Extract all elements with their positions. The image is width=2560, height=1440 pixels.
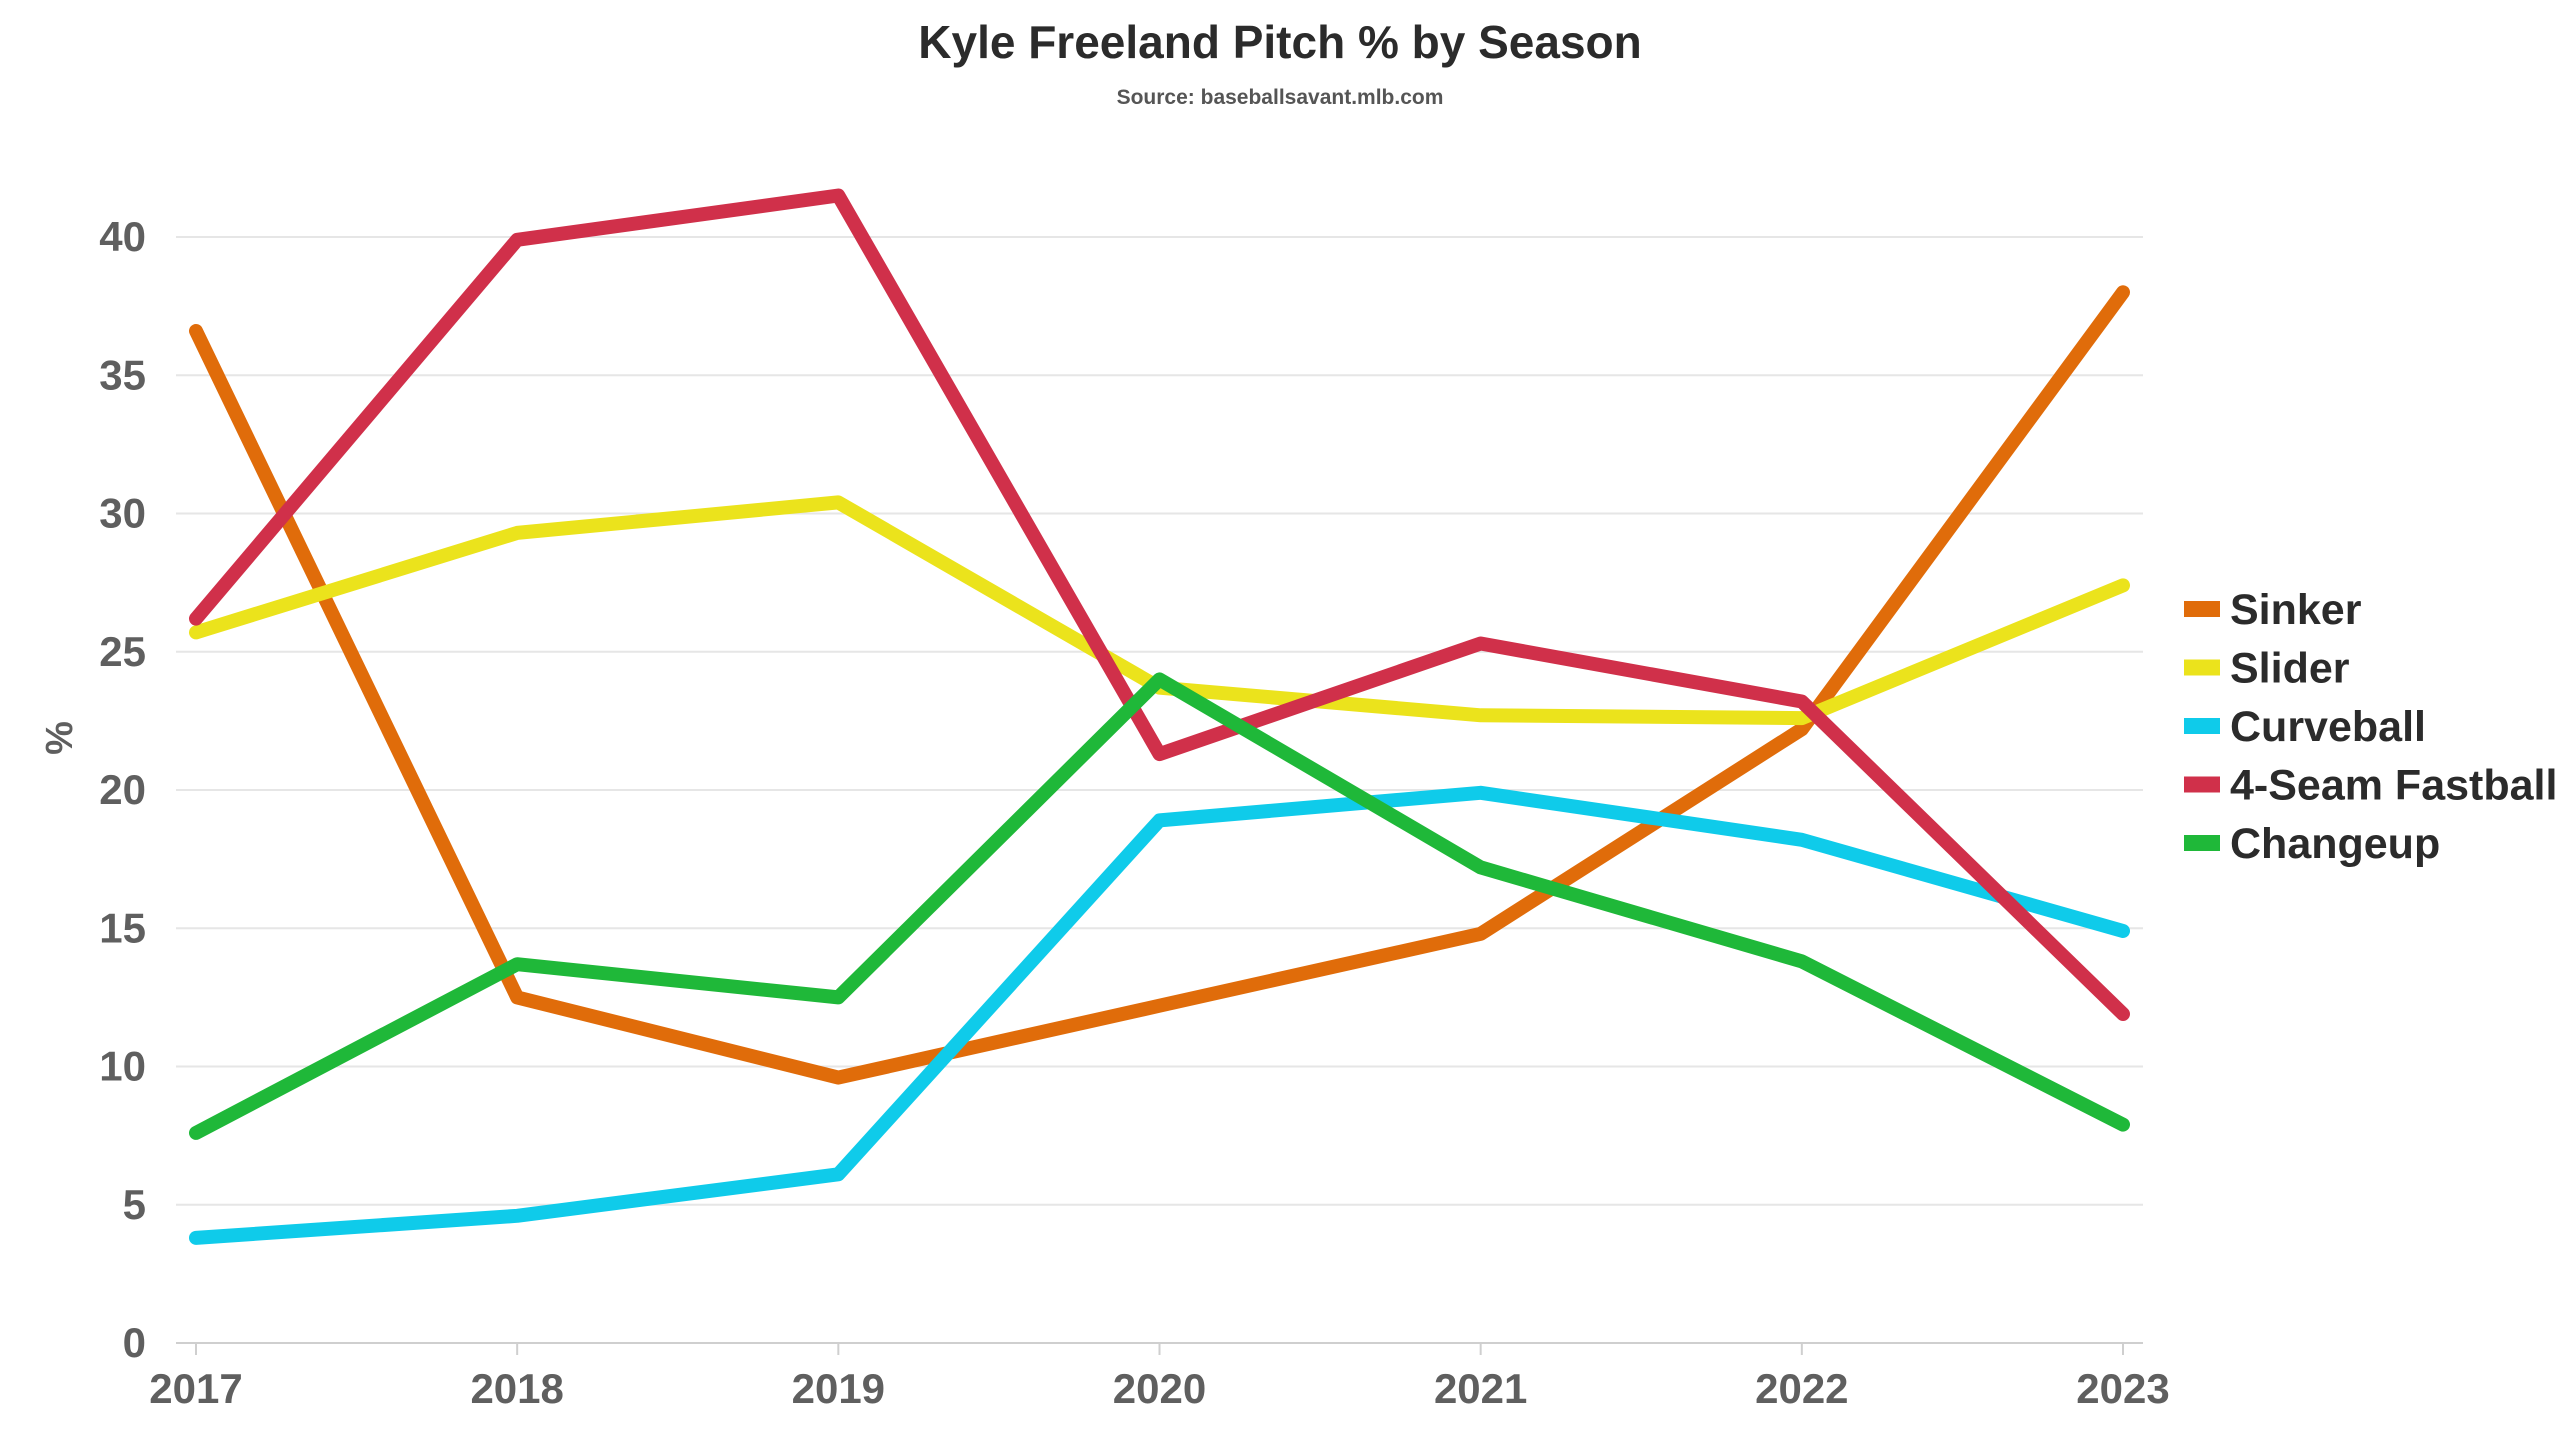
x-tick-label: 2022 (1755, 1365, 1848, 1412)
legend-swatch-changeup (2184, 835, 2220, 851)
y-tick-label: 40 (99, 213, 146, 260)
y-tick-label: 5 (123, 1181, 146, 1228)
series-line-4-seam-fastball (189, 188, 2130, 1021)
legend-label-4-seam-fastball: 4-Seam Fastball (2230, 762, 2557, 810)
y-tick-label: 10 (99, 1043, 146, 1090)
y-axis-title: % (39, 721, 81, 755)
y-tick-label: 25 (99, 628, 146, 675)
legend-swatch-curveball (2184, 718, 2220, 734)
legend-label-sinker: Sinker (2230, 586, 2362, 634)
x-tick-label: 2018 (470, 1365, 563, 1412)
legend-label-curveball: Curveball (2230, 703, 2426, 751)
y-tick-label: 30 (99, 490, 146, 537)
y-tick-label: 35 (99, 351, 146, 398)
x-tick-label: 2021 (1434, 1365, 1527, 1412)
series-line-curveball (189, 785, 2130, 1245)
legend: Sinker Slider Curveball 4-Seam Fastball Chan… (2184, 586, 2557, 868)
series-line-sinker (189, 285, 2130, 1085)
x-tick-label: 2023 (2076, 1365, 2169, 1412)
series-lines (189, 188, 2130, 1245)
y-tick-label: 0 (123, 1319, 146, 1366)
axes: 0 5 10 15 20 25 30 35 40 2017 2018 2019 2020 2021 2022… (99, 213, 2169, 1412)
legend-swatch-4-seam-fastball (2184, 776, 2220, 793)
chart-title: Kyle Freeland Pitch % by Season (918, 16, 1641, 68)
series-line-changeup (189, 672, 2130, 1140)
legend-swatch-slider (2184, 659, 2220, 676)
x-tick-label: 2020 (1113, 1365, 1206, 1412)
gridlines (176, 236, 2143, 1206)
x-tick-label: 2019 (792, 1365, 885, 1412)
legend-swatch-sinker (2184, 601, 2220, 617)
legend-label-changeup: Changeup (2230, 820, 2440, 868)
chart-subtitle: Source: baseballsavant.mlb.com (1117, 86, 1444, 109)
y-tick-label: 15 (99, 904, 146, 951)
x-tick-label: 2017 (149, 1365, 242, 1412)
legend-label-slider: Slider (2230, 645, 2350, 693)
y-tick-label: 20 (99, 766, 146, 813)
